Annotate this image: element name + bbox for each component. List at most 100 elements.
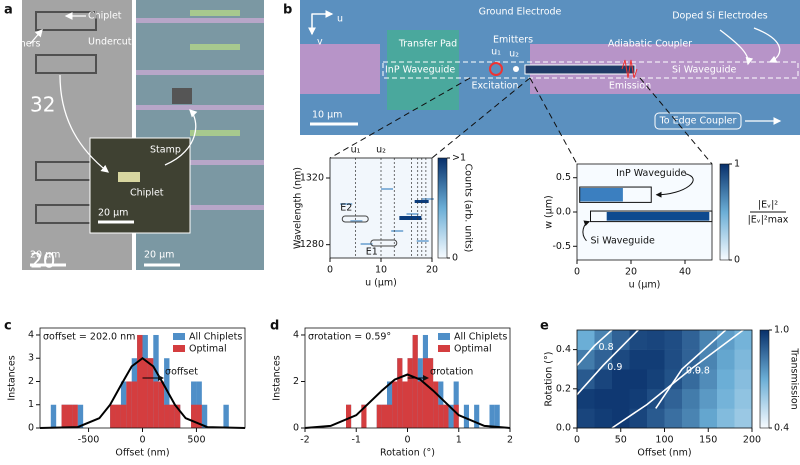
legend-swatch: [438, 345, 450, 352]
legend-label: All Chiplets: [189, 332, 242, 343]
x-tick-label: 0: [139, 435, 145, 446]
x-axis-label: u (µm): [365, 278, 397, 289]
label: Chiplet: [130, 188, 164, 199]
contour: [611, 329, 744, 429]
mode-si: [606, 212, 710, 221]
colorbar-tick-label: 0: [452, 253, 458, 264]
top-label: u₂: [376, 145, 386, 156]
colorbar-label: |Eᵥ|²max: [748, 215, 789, 226]
x-tick-label: 2: [507, 435, 513, 446]
panel-a: Chiplet Tethers Undercut 32 20 20 µm 20 …: [5, 0, 264, 273]
y-tick-label: 4: [28, 329, 34, 340]
panel-label: d: [270, 319, 279, 334]
label: Tethers: [5, 39, 41, 50]
annotation: σoffset = 202.0 nm: [43, 332, 135, 343]
chiplet: [172, 88, 192, 104]
contour: [576, 329, 613, 366]
y-tick-label: 2: [28, 376, 34, 387]
annotation-arrow: [582, 220, 591, 242]
histogram-bar: [346, 404, 352, 428]
heat-cell: [664, 388, 683, 409]
spectrum-streak: [340, 203, 353, 205]
histogram-bar: [158, 381, 165, 428]
heat-cell: [577, 349, 595, 370]
curve-label: σrotation: [430, 367, 473, 378]
annotation: E1: [366, 247, 378, 258]
annotation: Si Waveguide: [591, 235, 655, 246]
annotation-arrow: [655, 173, 694, 198]
heat-cell: [612, 388, 630, 409]
spectrum-streak: [406, 213, 419, 215]
annotation-box: [370, 239, 398, 247]
x-tick-label: 200: [743, 435, 761, 446]
colorbar-tick-label: >1: [452, 153, 466, 164]
histogram-bar: [115, 404, 121, 428]
histogram-bar: [433, 381, 439, 428]
spectrum-streak: [421, 198, 434, 200]
heat-cell: [682, 388, 700, 409]
histogram-bar: [164, 358, 170, 428]
heat-cell: [594, 388, 613, 409]
histogram-bar: [417, 381, 423, 428]
histogram-bar: [463, 404, 469, 428]
legend-label: Optimal: [454, 344, 492, 355]
x-tick-label: 10: [375, 265, 387, 276]
histogram-bar: [474, 404, 480, 428]
heat-cell: [577, 330, 595, 350]
histogram-bar: [223, 404, 229, 428]
heat-cell: [664, 330, 683, 350]
spectrum-peak: [399, 216, 422, 220]
contour-label: 0.8: [599, 342, 614, 353]
label: Si Waveguide: [672, 65, 736, 76]
histogram-bar: [428, 358, 434, 428]
y-tick-label: 0.5: [556, 172, 571, 183]
label: Ground Electrode: [479, 7, 562, 18]
contour: [576, 329, 639, 396]
spectrum-peak: [414, 200, 429, 203]
heat-cell: [717, 388, 735, 409]
histogram-bar: [142, 358, 148, 428]
histogram-bar: [453, 404, 459, 428]
y-tick-label: 0.4: [556, 344, 571, 355]
histogram-bar: [438, 404, 444, 428]
histogram-bar: [376, 404, 382, 428]
heat-cell: [594, 408, 613, 429]
fit-curve: [39, 356, 246, 429]
x-tick-label: 20: [426, 265, 438, 276]
label: Doped Si Electrodes: [672, 11, 768, 22]
colorbar-tick-label: 1.0: [774, 325, 789, 336]
panel-label: c: [4, 319, 12, 334]
y-tick-label: 3: [28, 353, 34, 364]
heat-cell: [682, 408, 700, 429]
histogram-bar: [50, 404, 57, 428]
fit-curve: [304, 373, 511, 429]
heat-cell: [717, 330, 735, 350]
contour-label: 0.9: [686, 366, 701, 377]
heat-cell: [647, 408, 665, 429]
legend-swatch: [173, 333, 185, 340]
heat-cell: [734, 349, 753, 370]
label: Excitation: [471, 81, 518, 92]
histogram-bar: [191, 404, 197, 428]
y-tick-label: 2: [293, 376, 299, 387]
x-tick-label: 150: [699, 435, 717, 446]
scale-label: 20 µm: [30, 250, 60, 261]
axes-arrows: [308, 10, 782, 126]
heat-cell: [699, 349, 718, 370]
panel-b-image: u v Ground Electrode Doped Si Electrodes…: [300, 0, 800, 165]
colorbar-tick-label: 1: [734, 159, 740, 170]
heat-cell: [682, 369, 700, 390]
y-tick-label: 0.0: [556, 207, 571, 218]
heat-cell: [577, 408, 595, 429]
y-tick-label: 1320: [300, 173, 324, 184]
emitter: [513, 66, 519, 72]
colorbar: [719, 163, 730, 261]
legend-swatch: [438, 333, 450, 340]
y-axis-label: w (µm): [544, 195, 555, 229]
histogram-bar: [153, 381, 159, 428]
heat-cell: [682, 330, 700, 350]
heat-cell: [717, 349, 735, 370]
colorbar-tick-label: 0.4: [774, 423, 789, 434]
electrode: [300, 44, 380, 94]
